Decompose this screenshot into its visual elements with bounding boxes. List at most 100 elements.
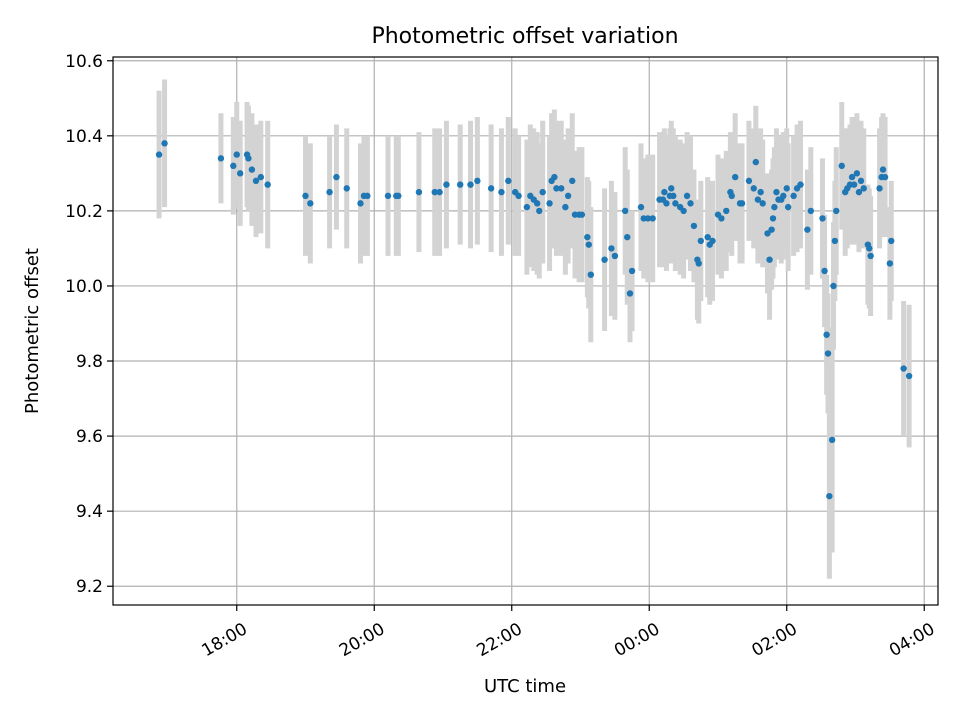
data-point bbox=[155, 151, 163, 158]
data-point bbox=[307, 200, 314, 207]
data-point bbox=[773, 188, 780, 196]
data-point bbox=[695, 260, 702, 267]
data-point bbox=[611, 252, 619, 260]
plot-frame bbox=[112, 56, 939, 606]
data-point bbox=[505, 177, 512, 185]
data-point bbox=[578, 211, 586, 218]
y-tick-label: 10.2 bbox=[65, 202, 103, 222]
data-point bbox=[569, 177, 576, 185]
data-point bbox=[264, 181, 271, 188]
data-point bbox=[905, 372, 913, 380]
data-point bbox=[431, 188, 438, 196]
data-point bbox=[587, 271, 595, 278]
data-point bbox=[759, 200, 766, 207]
y-axis-ticks: 9.2 9.4 9.6 9.8 10.0 10.2 10.4 10.6 bbox=[65, 52, 113, 597]
data-points bbox=[155, 140, 913, 500]
data-point bbox=[867, 252, 874, 260]
data-point bbox=[807, 207, 815, 215]
data-point bbox=[857, 177, 865, 185]
data-point bbox=[467, 181, 474, 188]
y-tick-label: 9.8 bbox=[76, 352, 103, 372]
data-point bbox=[672, 200, 679, 207]
data-point bbox=[804, 226, 811, 233]
data-point bbox=[881, 173, 889, 181]
data-point bbox=[888, 237, 895, 245]
data-point bbox=[456, 181, 464, 188]
data-point bbox=[384, 192, 392, 200]
data-point bbox=[783, 185, 790, 192]
y-tick-label: 10.6 bbox=[65, 52, 103, 72]
data-point bbox=[663, 200, 670, 207]
data-point bbox=[562, 203, 569, 211]
data-point bbox=[886, 260, 894, 267]
data-point bbox=[687, 200, 694, 207]
data-point bbox=[780, 192, 787, 200]
data-point bbox=[797, 181, 804, 188]
y-tick-label: 9.2 bbox=[76, 577, 103, 597]
data-point bbox=[752, 158, 760, 166]
data-point bbox=[704, 233, 711, 241]
y-axis-label: Photometric offset bbox=[22, 248, 43, 414]
data-point bbox=[680, 207, 687, 215]
data-point bbox=[302, 192, 309, 200]
data-point bbox=[709, 237, 716, 245]
data-point bbox=[498, 188, 505, 196]
data-point bbox=[436, 188, 443, 196]
data-point bbox=[443, 181, 450, 188]
data-point bbox=[661, 188, 668, 196]
data-point bbox=[900, 365, 907, 372]
data-point bbox=[723, 207, 730, 215]
data-point bbox=[690, 222, 698, 230]
data-point bbox=[546, 200, 553, 207]
data-point bbox=[584, 233, 591, 241]
data-point bbox=[585, 241, 592, 248]
data-point bbox=[628, 267, 636, 275]
data-point bbox=[395, 192, 402, 200]
y-tick-label: 10.4 bbox=[65, 127, 103, 147]
data-point bbox=[790, 192, 797, 200]
data-point bbox=[860, 185, 867, 192]
data-point bbox=[697, 237, 705, 245]
data-point bbox=[754, 196, 762, 203]
data-point bbox=[333, 173, 340, 181]
data-point bbox=[626, 290, 634, 297]
data-point bbox=[826, 492, 833, 500]
data-point bbox=[838, 162, 845, 170]
data-point bbox=[644, 215, 652, 222]
data-point bbox=[828, 436, 836, 444]
data-point bbox=[558, 185, 565, 192]
data-point bbox=[230, 162, 237, 170]
data-point bbox=[830, 282, 837, 290]
data-point bbox=[848, 173, 856, 181]
data-point bbox=[738, 200, 746, 207]
data-point bbox=[637, 203, 645, 211]
data-point bbox=[784, 203, 792, 211]
data-point bbox=[624, 233, 631, 241]
data-point bbox=[217, 155, 225, 162]
data-point bbox=[731, 173, 739, 181]
data-point bbox=[564, 192, 572, 200]
data-point bbox=[252, 177, 260, 185]
data-point bbox=[523, 203, 531, 211]
data-point bbox=[819, 215, 826, 222]
data-point bbox=[876, 185, 883, 192]
data-point bbox=[718, 215, 725, 222]
data-point bbox=[257, 173, 265, 181]
data-point bbox=[487, 185, 495, 192]
data-point bbox=[771, 203, 778, 211]
data-point bbox=[245, 155, 252, 162]
y-tick-label: 10.0 bbox=[65, 277, 103, 297]
data-point bbox=[757, 188, 764, 196]
data-point bbox=[533, 200, 541, 207]
data-point bbox=[474, 177, 481, 185]
data-point bbox=[551, 173, 558, 181]
data-point bbox=[866, 245, 873, 252]
x-axis-label: UTC time bbox=[484, 676, 566, 697]
y-tick-label: 9.4 bbox=[76, 502, 103, 522]
data-point bbox=[855, 188, 863, 196]
data-point bbox=[728, 192, 735, 200]
data-point bbox=[668, 185, 675, 192]
data-point bbox=[415, 188, 423, 196]
